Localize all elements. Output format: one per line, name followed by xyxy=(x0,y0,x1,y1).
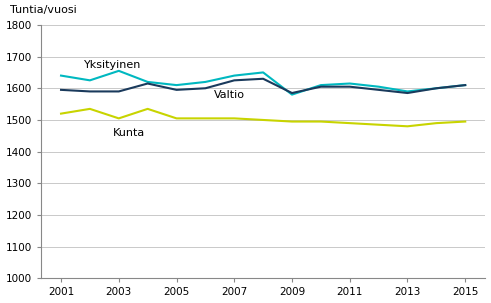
Text: Tuntia/vuosi: Tuntia/vuosi xyxy=(10,5,77,15)
Text: Yksityinen: Yksityinen xyxy=(84,60,141,70)
Text: Kunta: Kunta xyxy=(113,128,145,138)
Text: Valtio: Valtio xyxy=(214,90,245,100)
